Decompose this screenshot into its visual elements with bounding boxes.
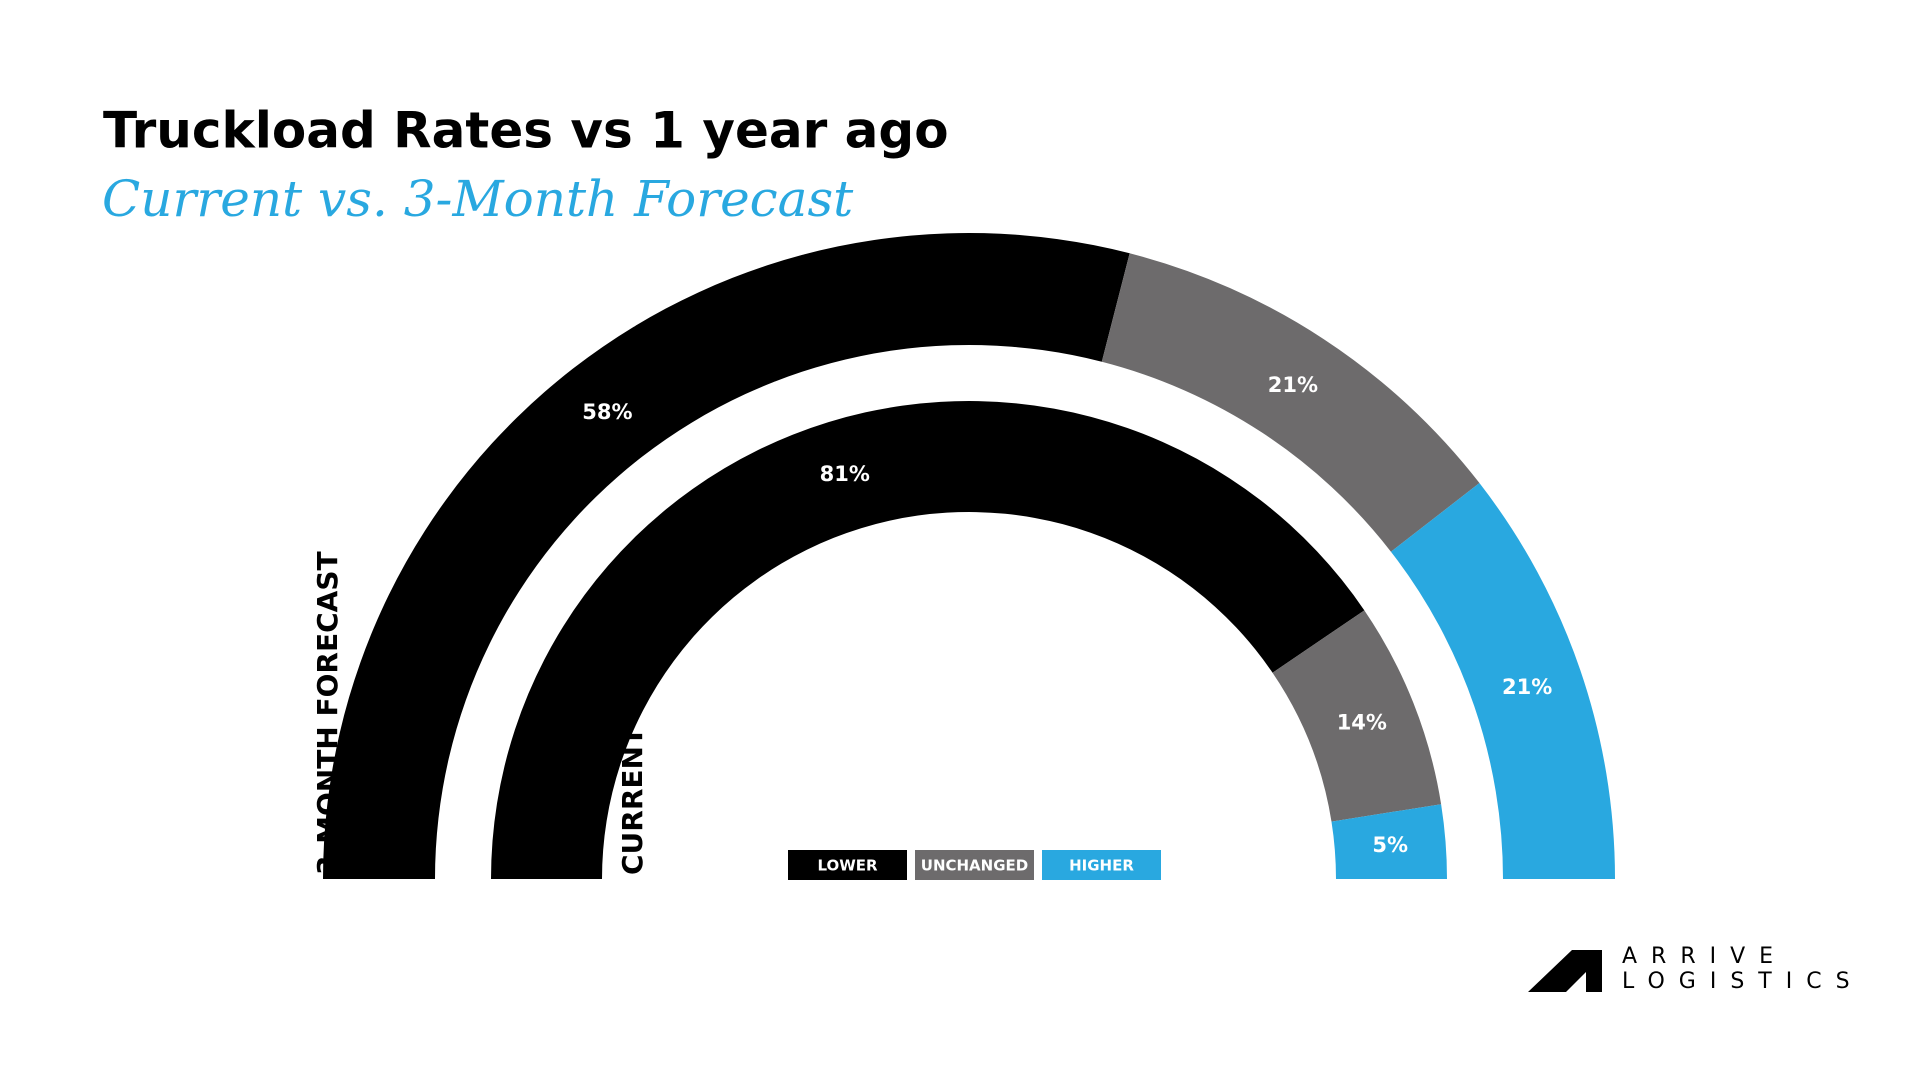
data-label: 81% (820, 462, 870, 486)
chart-title: Truckload Rates vs 1 year ago (103, 102, 949, 160)
ring-label: CURRENT (616, 727, 649, 875)
data-label: 58% (582, 400, 632, 424)
data-label: 14% (1337, 710, 1387, 734)
legend-label: LOWER (817, 857, 878, 875)
legend-swatch (788, 850, 907, 880)
legend-swatch (915, 850, 1034, 880)
arc-segment (1390, 483, 1615, 879)
arc-segment (1101, 253, 1480, 552)
logo: ARRIVE LOGISTICS (1528, 944, 1864, 994)
arc-segment (1331, 804, 1447, 879)
logo-icon (1528, 950, 1602, 992)
legend-label: HIGHER (1069, 857, 1134, 875)
legend-swatch (1042, 850, 1161, 880)
ring-label: 3-MONTH FORECAST (311, 551, 344, 875)
data-label: 21% (1502, 675, 1552, 699)
data-label: 5% (1372, 833, 1408, 857)
logo-text: ARRIVE (1622, 944, 1787, 969)
arc-segment (1272, 610, 1442, 822)
logo-text: LOGISTICS (1622, 969, 1864, 994)
chart-subtitle: Current vs. 3-Month Forecast (102, 170, 854, 228)
arc-segment (323, 232, 1130, 879)
legend-label: UNCHANGED (921, 857, 1028, 875)
data-label: 21% (1268, 373, 1318, 397)
arc-segment (491, 401, 1365, 879)
